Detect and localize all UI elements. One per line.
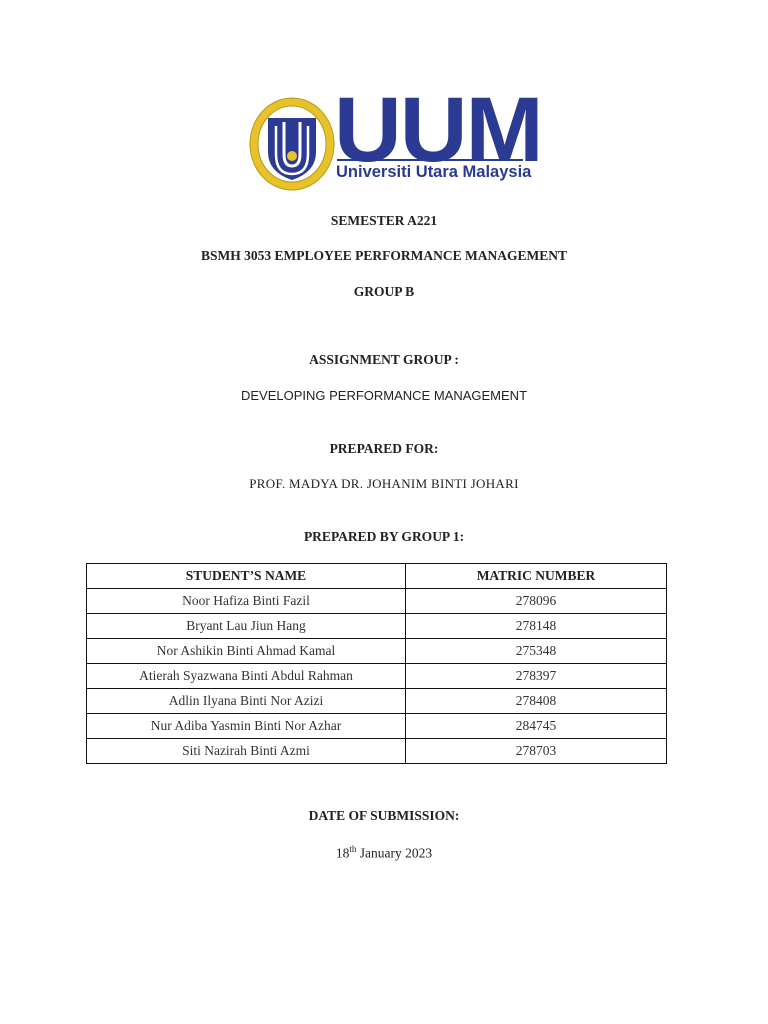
matric-number: 278148 — [405, 613, 667, 639]
date-day: 18 — [335, 845, 350, 861]
assignment-label: ASSIGNMENT GROUP : — [309, 352, 459, 367]
header-matric: MATRIC NUMBER — [405, 563, 667, 589]
prepared-for: PROF. MADYA DR. JOHANIM BINTI JOHARI — [249, 476, 519, 491]
table-header-row: STUDENT’S NAME MATRIC NUMBER — [86, 563, 667, 589]
table-row: Bryant Lau Jiun Hang 278148 — [86, 613, 667, 639]
student-name: Bryant Lau Jiun Hang — [86, 613, 406, 639]
semester: SEMESTER A221 — [330, 213, 438, 228]
date-rest: January 2023 — [356, 845, 433, 861]
logo-divider — [337, 159, 523, 161]
date-label: DATE OF SUBMISSION: — [308, 808, 460, 823]
course-title: BSMH 3053 EMPLOYEE PERFORMANCE MANAGEMEN… — [201, 248, 567, 263]
group: GROUP B — [353, 284, 415, 299]
table-row: Nur Adiba Yasmin Binti Nor Azhar 284745 — [86, 713, 667, 739]
table-row: Noor Hafiza Binti Fazil 278096 — [86, 588, 667, 614]
prepared-by-label: PREPARED BY GROUP 1: — [303, 529, 465, 544]
table-row: Siti Nazirah Binti Azmi 278703 — [86, 738, 667, 764]
student-name: Siti Nazirah Binti Azmi — [86, 738, 406, 764]
matric-number: 278703 — [405, 738, 667, 764]
matric-number: 278408 — [405, 688, 667, 714]
matric-number: 284745 — [405, 713, 667, 739]
logo-subtitle: Universiti Utara Malaysia — [336, 163, 532, 181]
table-row: Atierah Syazwana Binti Abdul Rahman 27839… — [86, 663, 667, 689]
student-name: Noor Hafiza Binti Fazil — [86, 588, 406, 614]
matric-number: 278096 — [405, 588, 667, 614]
assignment-title: DEVELOPING PERFORMANCE MANAGEMENT — [240, 388, 528, 403]
prepared-for-label: PREPARED FOR: — [329, 441, 439, 456]
table-row: Nor Ashikin Binti Ahmad Kamal 275348 — [86, 638, 667, 664]
student-name: Nur Adiba Yasmin Binti Nor Azhar — [86, 713, 406, 739]
student-name: Nor Ashikin Binti Ahmad Kamal — [86, 638, 406, 664]
submission-date: 18th January 2023 — [0, 844, 768, 862]
header-name: STUDENT’S NAME — [86, 563, 406, 589]
date-suffix: th — [349, 844, 357, 854]
university-seal-icon — [249, 97, 335, 191]
student-name: Atierah Syazwana Binti Abdul Rahman — [86, 663, 406, 689]
table-row: Adlin Ilyana Binti Nor Azizi 278408 — [86, 688, 667, 714]
uum-logo — [248, 92, 528, 198]
student-name: Adlin Ilyana Binti Nor Azizi — [86, 688, 406, 714]
matric-number: 275348 — [405, 638, 667, 664]
student-table: STUDENT’S NAME MATRIC NUMBER Noor Hafiza… — [86, 563, 667, 764]
matric-number: 278397 — [405, 663, 667, 689]
